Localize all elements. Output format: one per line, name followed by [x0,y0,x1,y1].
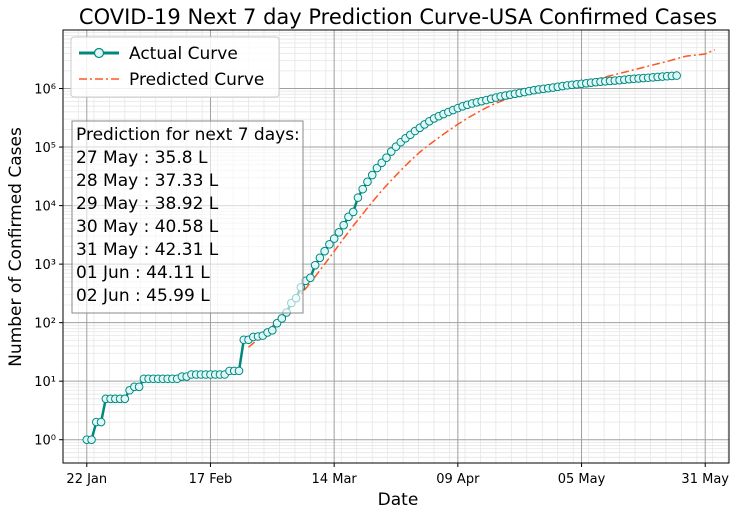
chart-title: COVID-19 Next 7 day Prediction Curve-USA… [79,5,717,29]
x-tick-label: 31 May [681,472,729,487]
actual-data-point [320,246,329,256]
prediction-annotation: Prediction for next 7 days: 27 May : 35.… [71,120,304,314]
x-axis-ticks: 22 Jan 17 Feb 14 Mar 09 Apr 05 May 31 May [66,463,729,487]
y-axis-ticks: 10⁰ 10¹ 10² 10³ 10⁴ 10⁵ 10⁶ [34,83,63,449]
annotation-line: 30 May : 40.58 L [76,217,219,237]
x-tick-label: 14 Mar [312,472,358,487]
actual-data-point [329,234,339,243]
y-tick-label: 10⁰ [34,434,56,449]
actual-data-point [339,220,348,230]
annotation-line: 28 May : 37.33 L [76,171,219,191]
actual-data-point [268,326,277,335]
x-tick-label: 05 May [558,472,606,487]
actual-data-point [348,207,358,217]
y-tick-label: 10³ [34,258,56,273]
y-tick-label: 10⁵ [34,141,56,156]
y-tick-label: 10⁶ [34,83,56,98]
legend-predicted-label: Predicted Curve [129,70,264,90]
annotation-line: 02 Jun : 45.99 L [76,286,210,306]
annotation-line: Prediction for next 7 days: [76,125,300,145]
actual-data-point [310,260,320,270]
actual-data-point [672,71,681,80]
legend-actual-marker [93,47,105,59]
actual-data-point [353,193,363,202]
actual-data-point [325,240,334,249]
actual-data-point [87,435,96,445]
actual-data-point [96,417,106,427]
actual-data-point [382,153,391,163]
actual-data-point [367,170,377,180]
predicted-series [248,49,716,348]
y-axis-label: Number of Confirmed Cases [6,127,26,367]
legend-box [70,36,280,98]
actual-data-point [134,382,144,392]
y-tick-label: 10⁴ [34,200,56,215]
annotation-box [71,120,304,314]
annotation-line: 27 May : 35.8 L [76,148,208,168]
x-axis-label: Date [378,490,419,510]
x-tick-label: 22 Jan [66,472,107,487]
annotation-line: 29 May : 38.92 L [76,194,219,214]
legend: Actual Curve Predicted Curve [70,36,280,98]
actual-data-point [306,273,315,283]
actual-data-point [234,366,244,376]
y-tick-label: 10¹ [34,375,56,390]
actual-data-point [277,314,287,323]
legend-actual-label: Actual Curve [129,44,238,64]
actual-data-point [377,158,387,168]
actual-data-point [372,163,382,173]
y-tick-label: 10² [34,317,56,332]
actual-data-point [363,177,372,187]
actual-data-point [334,227,344,237]
annotation-line: 31 May : 42.31 L [76,240,219,260]
actual-data-point [120,394,130,404]
plot-frame [62,29,730,464]
predicted-curve-line [248,49,716,348]
x-tick-label: 17 Feb [189,472,233,487]
x-tick-label: 09 Apr [436,472,480,487]
annotation-line: 01 Jun : 44.11 L [76,263,210,283]
actual-data-point [315,253,325,263]
actual-data-point [358,184,368,194]
